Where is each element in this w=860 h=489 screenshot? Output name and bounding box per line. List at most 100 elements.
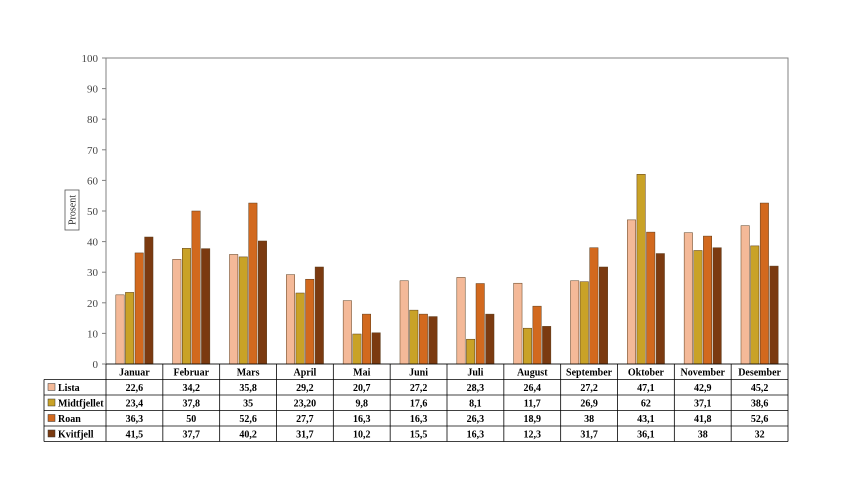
y-tick-label: 70 — [87, 145, 99, 157]
bar — [636, 174, 646, 365]
y-tick-label: 30 — [87, 267, 99, 279]
legend-swatch — [47, 429, 56, 438]
bar — [134, 252, 144, 365]
bar — [115, 294, 125, 365]
bar — [456, 277, 466, 365]
data-label: 62 — [641, 399, 651, 410]
y-tick-label: 50 — [87, 206, 99, 218]
data-label: 32 — [755, 430, 765, 441]
data-label: 23,20 — [294, 399, 317, 410]
data-label: 38 — [584, 414, 594, 425]
legend-swatch — [47, 398, 56, 407]
bar — [428, 316, 438, 365]
y-tick-label: 60 — [87, 175, 99, 187]
bar — [144, 236, 154, 365]
bar — [589, 247, 599, 365]
data-label: 43,1 — [637, 414, 655, 425]
bar — [229, 254, 239, 365]
y-axis-label-box — [64, 189, 80, 231]
legend-label: Roan — [58, 414, 81, 425]
bar — [399, 280, 409, 365]
data-label: 26,9 — [580, 399, 598, 410]
data-label: 36,3 — [126, 414, 144, 425]
bar — [542, 326, 552, 365]
data-label: 52,6 — [751, 414, 769, 425]
y-axis-label: Prosent — [68, 195, 79, 225]
y-tick-label: 10 — [87, 328, 99, 340]
x-tick-label: August — [517, 368, 548, 379]
data-label: 29,2 — [296, 383, 314, 394]
data-label: 8,1 — [469, 399, 482, 410]
y-tick-label: 80 — [87, 114, 99, 126]
x-tick-label: September — [566, 368, 613, 379]
x-tick-label: Mars — [237, 368, 260, 379]
legend-swatch — [47, 383, 56, 391]
bar — [475, 283, 485, 365]
data-label: 45,2 — [751, 383, 769, 394]
bar — [740, 225, 750, 365]
y-tick-label: 20 — [87, 298, 99, 310]
bar — [655, 253, 665, 365]
data-label: 38 — [698, 430, 708, 441]
bar — [182, 248, 191, 365]
data-label: 12,3 — [524, 430, 542, 441]
data-label: 35 — [243, 399, 253, 410]
bar — [238, 256, 248, 365]
data-label: 27,2 — [410, 383, 428, 394]
data-label: 31,7 — [580, 430, 598, 441]
x-tick-label: Juni — [409, 368, 428, 379]
data-label: 47,1 — [637, 383, 655, 394]
data-label: 41,5 — [126, 430, 144, 441]
bar — [248, 202, 258, 365]
bar — [532, 305, 542, 365]
data-label: 38,6 — [751, 399, 769, 410]
legend-label: Kvitfjell — [58, 430, 94, 441]
x-tick-label: Februar — [173, 368, 209, 379]
data-label: 28,3 — [467, 383, 485, 394]
bar — [314, 266, 324, 365]
y-tick-label: 100 — [82, 53, 99, 65]
bar — [759, 202, 769, 365]
bar — [570, 280, 580, 365]
data-label: 27,7 — [296, 414, 314, 425]
data-label: 34,2 — [183, 383, 201, 394]
data-label: 27,2 — [580, 383, 598, 394]
data-label: 15,5 — [410, 430, 428, 441]
data-label: 9,8 — [356, 399, 369, 410]
data-label: 37,7 — [183, 430, 201, 441]
y-tick-label: 90 — [87, 84, 99, 96]
bar — [513, 282, 523, 365]
y-tick-label: 40 — [87, 237, 99, 249]
bar — [191, 210, 201, 365]
data-label: 23,4 — [126, 399, 144, 410]
data-label: 41,8 — [694, 414, 712, 425]
legend-label: Midtfjellet — [58, 399, 104, 410]
x-tick-label: Juli — [467, 368, 483, 379]
data-label: 37,1 — [694, 399, 712, 410]
bar — [409, 309, 419, 365]
bar — [646, 231, 656, 365]
bar — [750, 245, 760, 365]
data-label: 18,9 — [524, 414, 542, 425]
bar — [125, 292, 135, 365]
x-tick-label: November — [681, 368, 726, 379]
bar — [258, 240, 267, 365]
bar — [683, 232, 693, 365]
bar — [599, 266, 608, 365]
bar — [201, 248, 211, 365]
bar — [342, 300, 352, 365]
data-label: 26,4 — [524, 383, 542, 394]
bar — [418, 313, 428, 365]
x-tick-label: April — [294, 368, 317, 379]
data-label: 16,3 — [467, 430, 485, 441]
data-label: 26,3 — [467, 414, 485, 425]
legend-swatch — [47, 414, 56, 422]
bar — [703, 235, 712, 365]
x-tick-label: Oktober — [628, 368, 665, 379]
data-label: 50 — [186, 414, 196, 425]
data-label: 37,8 — [183, 399, 201, 410]
bar — [523, 327, 532, 365]
data-label: 16,3 — [353, 414, 371, 425]
